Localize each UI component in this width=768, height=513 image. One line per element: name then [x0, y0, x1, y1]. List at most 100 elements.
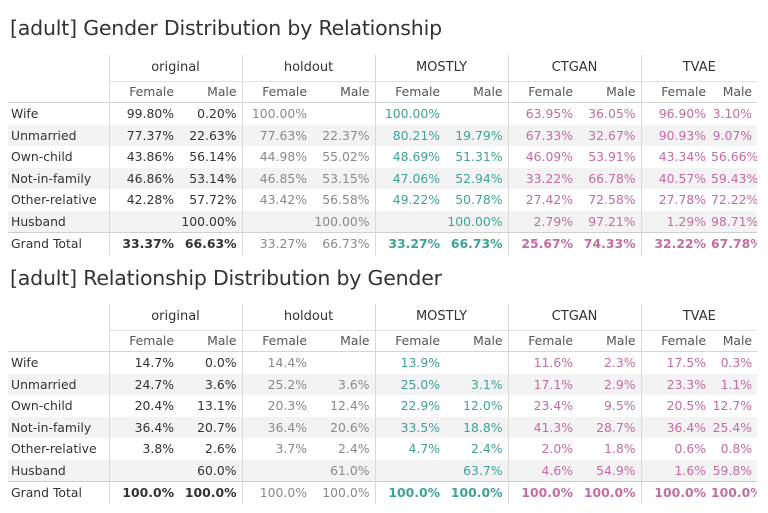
cell-tvae-male: 9.07%	[711, 124, 758, 146]
cell-ctgan-male: 36.05%	[588, 106, 636, 121]
cell-orig-male: 3.6%	[179, 373, 242, 395]
row-label: Not-in-family	[8, 416, 110, 438]
subheader-row: Female Male Female Male Female Male Female Male…	[8, 81, 758, 103]
cell-orig-male: 100.0%	[179, 481, 242, 504]
cell-mostly-male: 100.0%	[445, 481, 509, 504]
row-label: Grand Total	[8, 481, 110, 504]
cell-hold-female: 44.98%	[241, 146, 312, 168]
cell-ctgan-female: 25.67%	[507, 232, 579, 255]
group-header-orig: original	[108, 55, 242, 82]
cell-hold-female: 100.00%	[241, 102, 312, 125]
cell-ctgan-male: 74.33%	[578, 232, 642, 255]
group-header-mostly: MOSTLY	[374, 55, 509, 82]
cell-mostly-female: 33.27%	[374, 232, 446, 255]
subheader-female: Female	[507, 330, 579, 352]
cell-tvae-male: 59.43%	[711, 167, 758, 189]
cell-hold-male: 20.6%	[312, 416, 376, 438]
cell-hold-female: 14.4%	[241, 351, 312, 374]
subheader-male: Male	[711, 330, 758, 352]
cell-orig-male: 13.1%	[197, 398, 237, 413]
cell-ctgan-male: 100.0%	[578, 481, 642, 504]
group-header-hold: holdout	[241, 55, 376, 82]
subheader-female: Female	[374, 81, 446, 103]
cell-ctgan-female: 63.95%	[507, 102, 579, 125]
cell-orig-female: 20.4%	[134, 398, 174, 413]
cell-ctgan-female: 46.09%	[507, 146, 579, 168]
table-row: Not-in-family 46.86% 53.14% 46.85% 53.15% 47.…	[8, 167, 758, 189]
cell-tvae-male: 0.8%	[720, 441, 753, 456]
group-header-tvae: TVAE	[640, 304, 758, 331]
cell-orig-male: 66.63%	[179, 232, 242, 255]
row-label: Grand Total	[8, 232, 110, 255]
cell-hold-male: 2.4%	[338, 441, 370, 456]
subheader-male: Male	[711, 81, 758, 103]
cell-tvae-female: 43.34%	[640, 146, 712, 168]
row-label: Not-in-family	[8, 167, 110, 189]
cell-mostly-female: 49.22%	[374, 189, 446, 211]
group-header-hold: holdout	[241, 304, 376, 331]
subheader-female: Female	[241, 81, 312, 103]
cell-ctgan-female: 33.22%	[507, 167, 579, 189]
cell-tvae-male: 25.4%	[711, 416, 758, 438]
cell-mostly-male: 63.7%	[445, 459, 509, 482]
gender-by-relationship-table: original holdout MOSTLY CTGAN TVAE Female Male…	[8, 55, 758, 255]
table-row: Wife 14.7% 0.0% 14.4% 13.9% 11.6% 2.3% 17.5% 0.3…	[8, 351, 757, 374]
cell-ctgan-female: 41.3%	[507, 416, 579, 438]
cell-mostly-male	[445, 352, 508, 374]
table-row: Not-in-family 36.4% 20.7% 36.4% 20.6% 33.5% 18…	[8, 416, 758, 438]
cell-ctgan-female: 100.0%	[507, 481, 579, 504]
section-title: [adult] Relationship Distribution by Gen…	[10, 266, 442, 290]
cell-mostly-female: 47.06%	[374, 167, 446, 189]
cell-orig-male: 56.14%	[189, 149, 237, 164]
cell-hold-male	[312, 352, 375, 374]
cell-hold-female: 25.2%	[241, 373, 312, 395]
cell-hold-male: 53.15%	[312, 167, 376, 189]
cell-mostly-male: 50.78%	[455, 192, 503, 207]
cell-orig-male: 0.20%	[197, 106, 237, 121]
cell-mostly-male	[445, 103, 508, 125]
cell-hold-female: 43.42%	[241, 189, 312, 211]
cell-tvae-female: 40.57%	[640, 167, 712, 189]
row-label: Own-child	[8, 395, 110, 417]
cell-hold-male: 56.58%	[322, 192, 370, 207]
cell-tvae-female: 36.4%	[640, 416, 712, 438]
section-title: [adult] Gender Distribution by Relations…	[10, 16, 442, 40]
row-label: Other-relative	[8, 438, 110, 460]
cell-mostly-female: 33.5%	[374, 416, 446, 438]
cell-tvae-male: 0.3%	[720, 355, 753, 370]
subheader-female: Female	[109, 330, 179, 352]
table-row: Own-child 20.4% 13.1% 20.3% 12.4% 22.9% 12.0% 2…	[8, 395, 757, 417]
cell-ctgan-male: 66.78%	[578, 167, 642, 189]
cell-tvae-female: 32.22%	[640, 232, 712, 255]
row-label: Husband	[8, 210, 110, 233]
cell-mostly-female: 25.0%	[374, 373, 446, 395]
cell-tvae-male: 67.78%	[711, 232, 758, 255]
cell-orig-female: 77.37%	[109, 124, 179, 146]
cell-tvae-male: 100.0%	[711, 481, 758, 504]
table-row: Unmarried 24.7% 3.6% 25.2% 3.6% 25.0% 3.1% 17.1…	[8, 373, 758, 395]
cell-orig-female: 36.4%	[109, 416, 179, 438]
cell-ctgan-female: 23.4%	[507, 395, 579, 417]
cell-tvae-male: 12.7%	[712, 398, 753, 413]
subheader-male: Male	[578, 81, 642, 103]
cell-hold-female: 100.0%	[241, 481, 312, 504]
relationship-by-gender-table: original holdout MOSTLY CTGAN TVAE Female Male…	[8, 304, 758, 504]
cell-orig-female	[109, 210, 179, 233]
subheader-female: Female	[374, 330, 446, 352]
cell-ctgan-female: 17.1%	[507, 373, 579, 395]
cell-mostly-female: 100.00%	[374, 102, 446, 125]
subheader-female: Female	[109, 81, 179, 103]
cell-ctgan-male: 97.21%	[578, 210, 642, 233]
cell-tvae-female: 100.0%	[640, 481, 712, 504]
cell-hold-male: 22.37%	[312, 124, 376, 146]
group-header-mostly: MOSTLY	[374, 304, 509, 331]
cell-tvae-female: 1.6%	[640, 459, 712, 482]
subheader-male: Male	[312, 330, 376, 352]
cell-tvae-female: 23.3%	[640, 373, 712, 395]
cell-orig-female: 24.7%	[109, 373, 179, 395]
cell-tvae-male: 59.8%	[711, 459, 758, 482]
table-row: Other-relative 42.28% 57.72% 43.42% 56.58% 49…	[8, 189, 757, 211]
cell-tvae-male: 1.1%	[711, 373, 758, 395]
cell-orig-male: 0.0%	[205, 355, 237, 370]
subheader-female: Female	[241, 330, 312, 352]
